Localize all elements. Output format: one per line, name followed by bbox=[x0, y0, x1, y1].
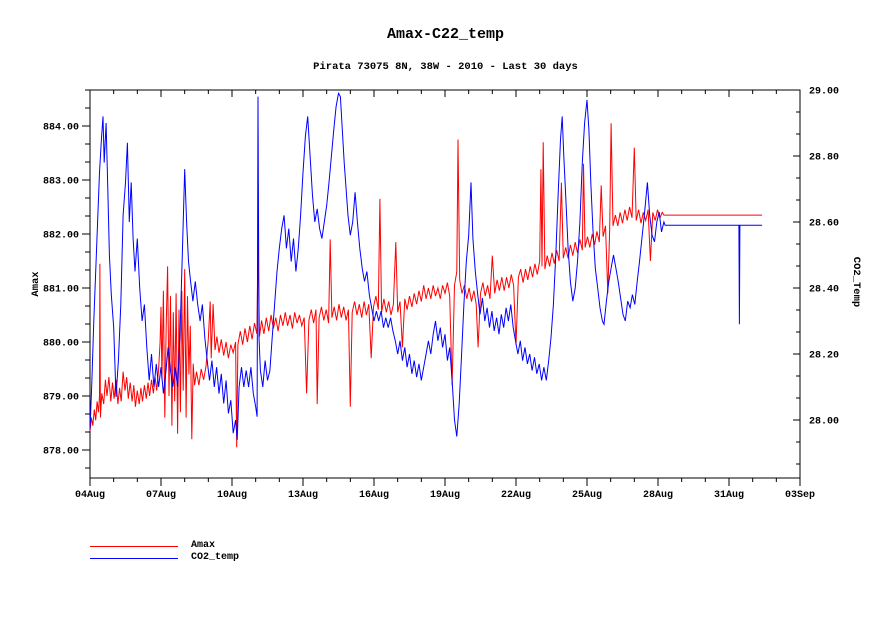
right-axis-tick-label: 28.60 bbox=[809, 218, 839, 229]
right-axis-tick-label: 29.00 bbox=[809, 87, 839, 98]
x-axis-tick-label: 16Aug bbox=[359, 490, 389, 501]
right-axis-tick-label: 28.80 bbox=[809, 152, 839, 163]
right-axis-tick-label: 28.40 bbox=[809, 284, 839, 295]
left-axis-tick-label: 883.00 bbox=[43, 177, 79, 188]
legend: Amax CO2_temp bbox=[90, 540, 239, 564]
x-axis-tick-label: 25Aug bbox=[572, 490, 602, 501]
legend-label-co2-temp: CO2_temp bbox=[191, 552, 240, 563]
legend-line-co2-temp bbox=[90, 557, 178, 559]
right-axis-title: CO2_Temp bbox=[850, 256, 862, 308]
left-axis-tick-label: 882.00 bbox=[43, 231, 79, 242]
left-axis-tick-label: 878.00 bbox=[43, 447, 79, 458]
legend-line-amax bbox=[90, 545, 178, 547]
right-axis-tick-label: 28.20 bbox=[809, 350, 839, 361]
x-axis-tick-label: 04Aug bbox=[75, 490, 105, 501]
x-axis-tick-label: 31Aug bbox=[714, 490, 744, 501]
legend-label-amax: Amax bbox=[191, 540, 216, 551]
left-axis-tick-label: 879.00 bbox=[43, 393, 79, 404]
left-axis-tick-label: 884.00 bbox=[43, 123, 79, 134]
series-line-amax bbox=[89, 123, 763, 448]
left-axis-tick-label: 880.00 bbox=[43, 339, 79, 350]
x-axis-tick-label: 28Aug bbox=[643, 490, 673, 501]
series-line-co2-temp bbox=[89, 91, 763, 440]
x-axis-tick-label: 13Aug bbox=[288, 490, 318, 501]
right-axis-tick-label: 28.00 bbox=[809, 416, 839, 427]
left-axis-tick-label: 881.00 bbox=[43, 285, 79, 296]
x-axis-tick-label: 10Aug bbox=[217, 490, 247, 501]
legend-item-amax: Amax bbox=[90, 540, 239, 552]
x-axis-tick-label: 03Sep bbox=[785, 490, 815, 501]
x-axis-tick-label: 19Aug bbox=[430, 490, 460, 501]
plot-border bbox=[89, 89, 801, 479]
chart-subtitle: Pirata 73075 8N, 38W - 2010 - Last 30 da… bbox=[313, 61, 578, 73]
legend-item-co2-temp: CO2_temp bbox=[90, 552, 239, 564]
x-axis-tick-label: 07Aug bbox=[146, 490, 176, 501]
chart-title: Amax-C22_temp bbox=[386, 26, 505, 43]
left-axis-title: Amax bbox=[30, 271, 42, 297]
x-axis-tick-label: 22Aug bbox=[501, 490, 531, 501]
